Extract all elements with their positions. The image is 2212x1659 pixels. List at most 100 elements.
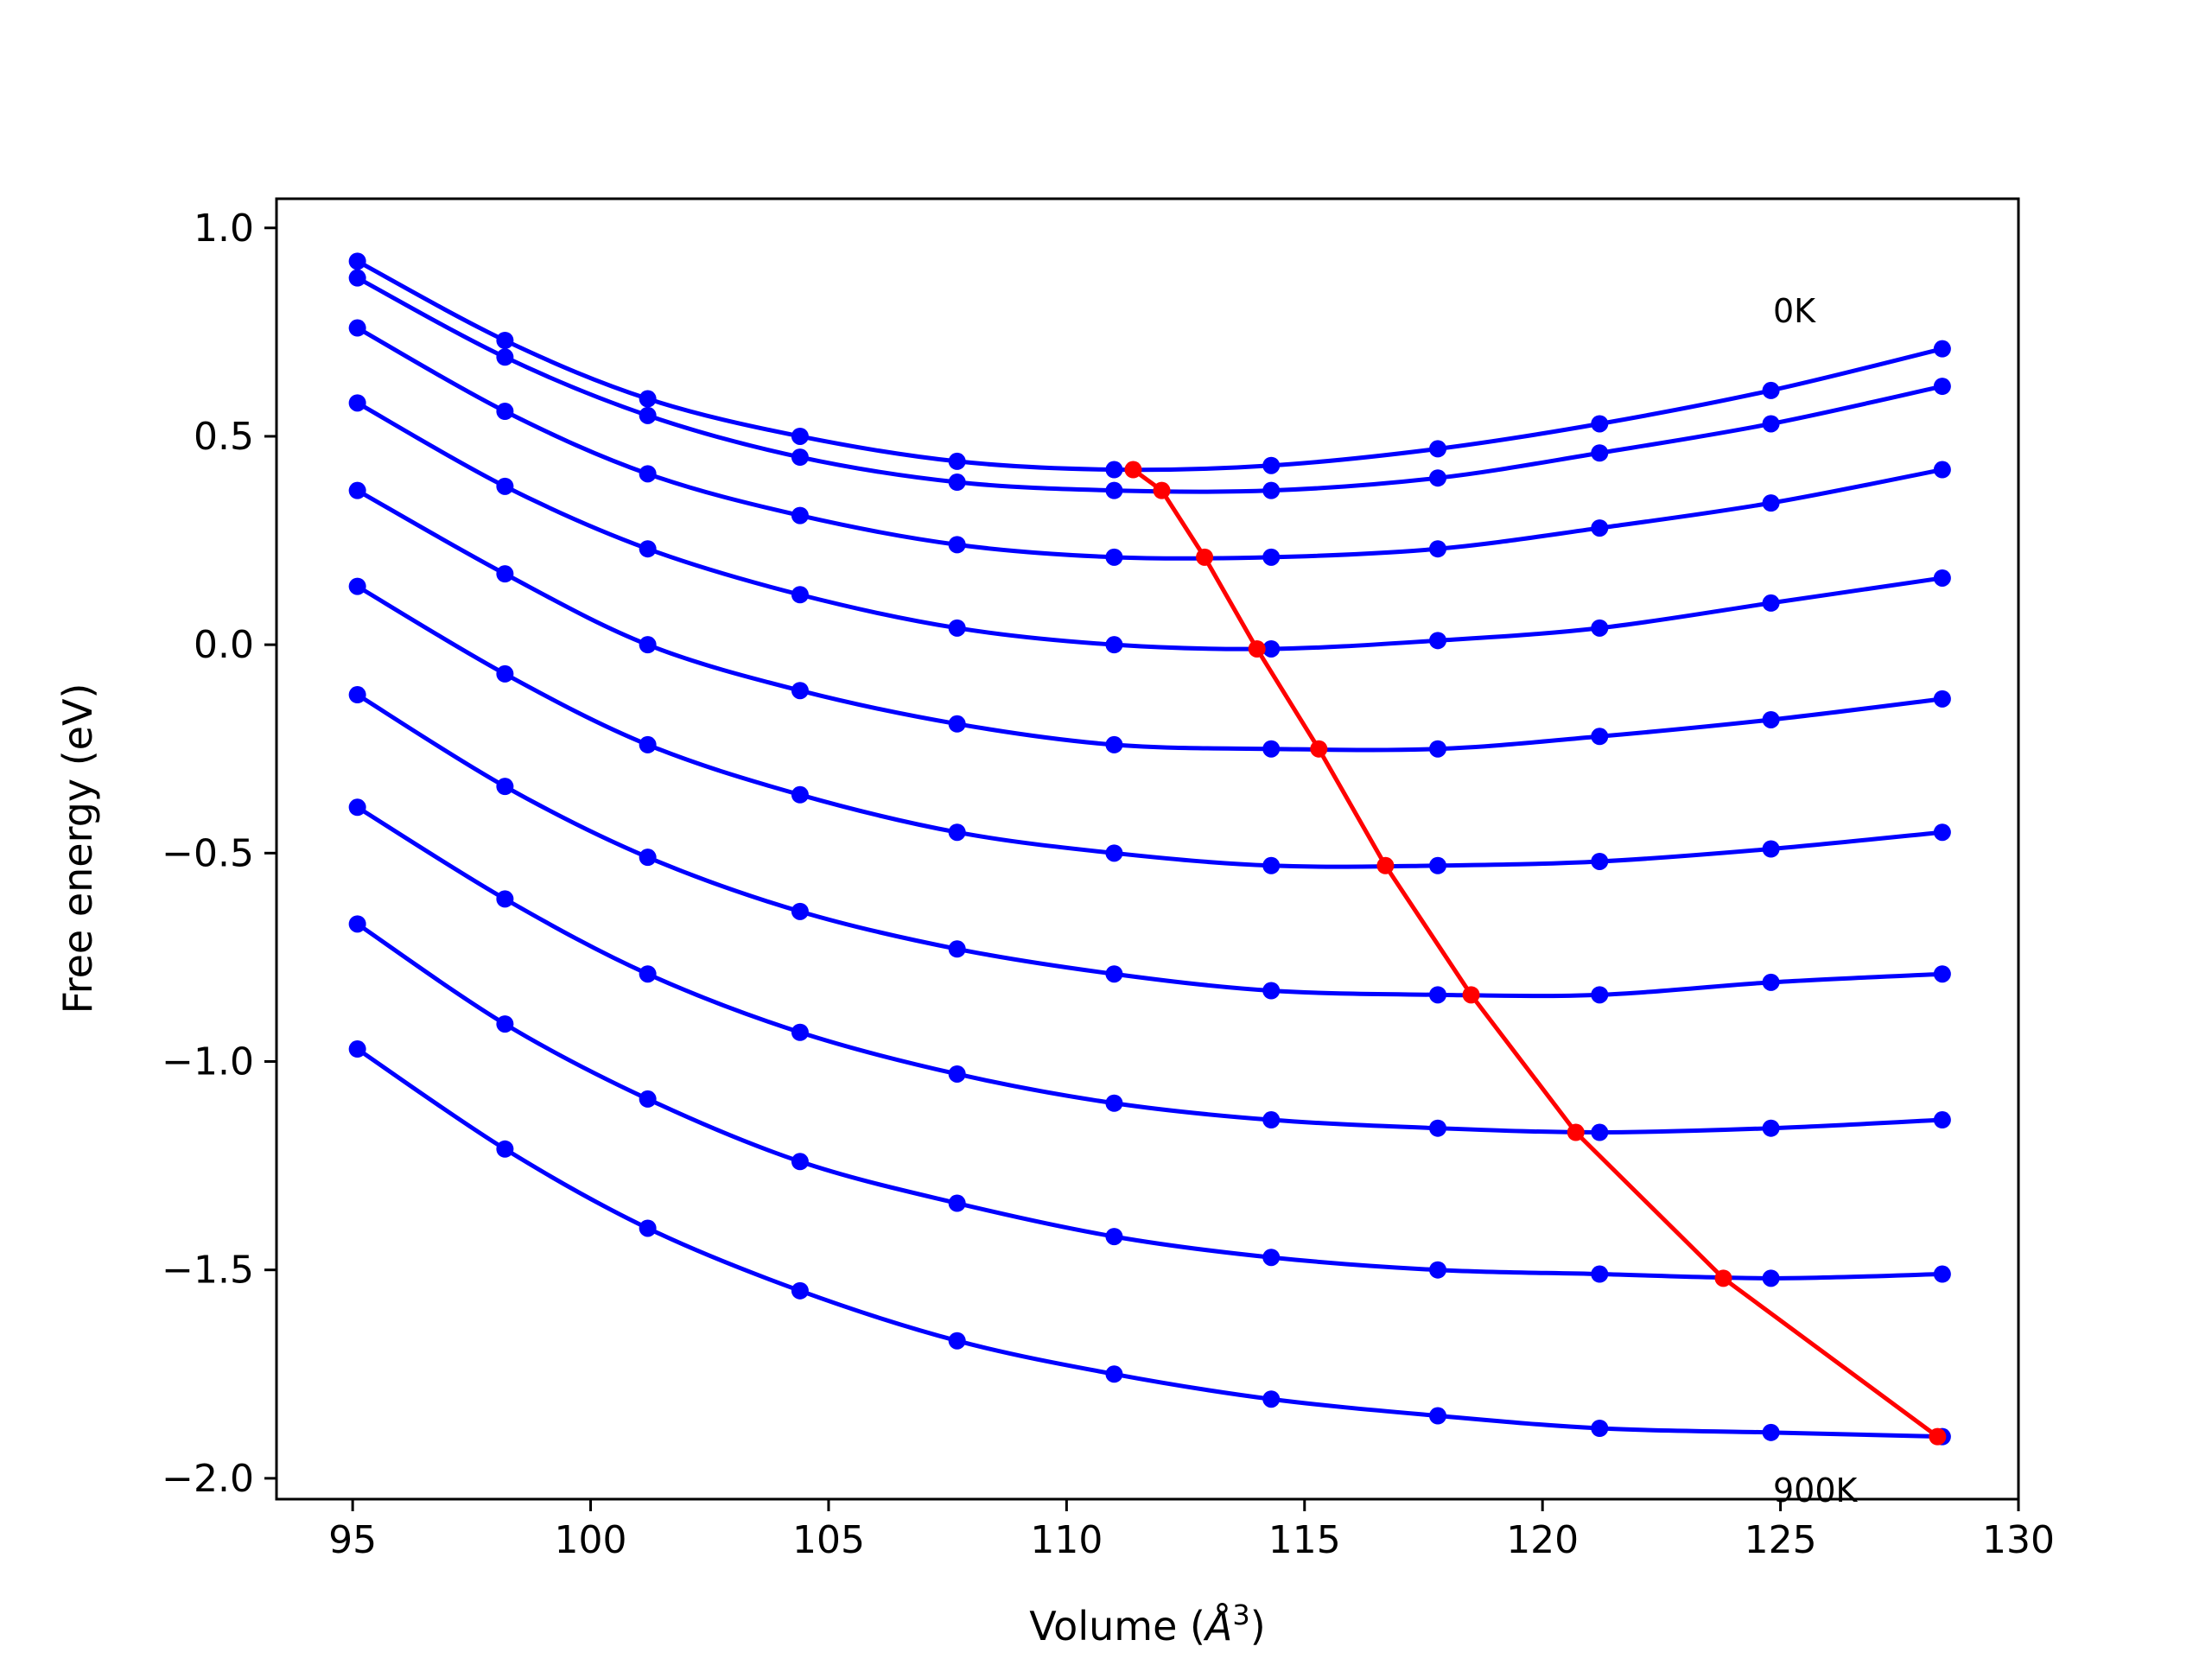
series-8-point-1 bbox=[496, 1015, 514, 1033]
x-axis-ticks: 95 100 105 110 115 120 125 130 bbox=[328, 1499, 2055, 1562]
series-5-point-2 bbox=[639, 735, 657, 753]
series-4-point-7 bbox=[1429, 740, 1446, 758]
series-line-1 bbox=[356, 276, 1943, 494]
series-9-point-1 bbox=[496, 1140, 514, 1158]
free-energy-curves bbox=[348, 252, 1951, 1446]
series-1-point-4 bbox=[948, 474, 966, 492]
series-4-point-4 bbox=[948, 715, 966, 733]
series-8-point-10 bbox=[1933, 1265, 1951, 1283]
series-9-point-5 bbox=[1105, 1365, 1123, 1383]
x-tick-label-0: 95 bbox=[328, 1518, 377, 1562]
series-0-point-3 bbox=[791, 427, 809, 445]
series-2-point-0 bbox=[348, 319, 366, 337]
series-2-point-3 bbox=[791, 506, 809, 524]
series-0-point-1 bbox=[496, 332, 514, 350]
series-5-point-1 bbox=[496, 664, 514, 683]
series-1-point-0 bbox=[348, 269, 366, 287]
series-7-point-8 bbox=[1591, 1123, 1609, 1141]
series-6-point-4 bbox=[948, 940, 966, 958]
series-9-point-9 bbox=[1762, 1423, 1780, 1441]
minimum-point-3 bbox=[1248, 639, 1266, 658]
annotation-900k: 900K bbox=[1773, 1471, 1859, 1510]
y-tick-label-6: −2.0 bbox=[162, 1457, 254, 1501]
minimum-point-6 bbox=[1462, 986, 1480, 1004]
series-line-3 bbox=[356, 401, 1943, 652]
y-tick-label-2: 0.0 bbox=[194, 623, 254, 667]
series-line-2 bbox=[356, 326, 1943, 561]
series-5-point-10 bbox=[1933, 823, 1951, 842]
series-9-point-6 bbox=[1262, 1390, 1281, 1408]
series-5-point-7 bbox=[1429, 856, 1446, 874]
minimum-volume-line bbox=[1124, 461, 1947, 1446]
series-9-point-7 bbox=[1429, 1407, 1446, 1425]
series-2-point-2 bbox=[639, 465, 657, 483]
series-3-point-0 bbox=[348, 394, 366, 412]
series-5-point-6 bbox=[1262, 856, 1281, 874]
series-0-point-10 bbox=[1933, 340, 1951, 358]
series-0-point-0 bbox=[348, 252, 366, 270]
series-3-point-6 bbox=[1262, 639, 1281, 658]
series-0-point-7 bbox=[1429, 440, 1446, 458]
series-1-point-7 bbox=[1429, 469, 1446, 487]
series-3-point-2 bbox=[639, 540, 657, 558]
series-8-point-7 bbox=[1429, 1261, 1446, 1279]
minimum-point-5 bbox=[1376, 856, 1395, 874]
x-tick-label-3: 110 bbox=[1030, 1518, 1103, 1562]
series-4-point-5 bbox=[1105, 735, 1123, 753]
series-7-point-5 bbox=[1105, 1094, 1123, 1112]
x-tick-label-5: 120 bbox=[1506, 1518, 1579, 1562]
series-0-point-6 bbox=[1262, 456, 1281, 474]
y-tick-label-1: 0.5 bbox=[194, 415, 254, 459]
series-1-point-3 bbox=[791, 448, 809, 467]
series-1-point-6 bbox=[1262, 481, 1281, 499]
series-4-point-9 bbox=[1762, 710, 1780, 728]
series-6-point-10 bbox=[1933, 965, 1951, 983]
series-6-point-0 bbox=[348, 686, 366, 704]
minimum-line bbox=[1132, 467, 1939, 1439]
series-7-point-3 bbox=[791, 1023, 809, 1041]
series-1-point-8 bbox=[1591, 444, 1609, 462]
series-7-point-1 bbox=[496, 890, 514, 908]
series-2-point-5 bbox=[1105, 548, 1123, 566]
x-tick-label-6: 125 bbox=[1745, 1518, 1817, 1562]
series-1-point-10 bbox=[1933, 378, 1951, 396]
series-3-point-7 bbox=[1429, 632, 1446, 650]
minimum-point-8 bbox=[1714, 1269, 1732, 1287]
minimum-point-1 bbox=[1153, 481, 1171, 499]
series-6-point-6 bbox=[1262, 982, 1281, 1000]
series-6-point-5 bbox=[1105, 965, 1123, 983]
series-3-point-9 bbox=[1762, 594, 1780, 612]
series-6-point-2 bbox=[639, 849, 657, 867]
series-8-point-4 bbox=[948, 1194, 966, 1212]
series-6-point-3 bbox=[791, 902, 809, 920]
y-axis-ticks: 1.0 0.5 0.0 −0.5 −1.0 −1.5 −2.0 bbox=[162, 207, 276, 1501]
series-8-point-8 bbox=[1591, 1265, 1609, 1283]
minimum-point-9 bbox=[1929, 1427, 1947, 1446]
series-4-point-2 bbox=[639, 636, 657, 654]
series-4-point-1 bbox=[496, 565, 514, 583]
y-tick-label-5: −1.5 bbox=[162, 1249, 254, 1293]
series-4-point-10 bbox=[1933, 690, 1951, 708]
series-1-point-5 bbox=[1105, 481, 1123, 499]
series-6-point-9 bbox=[1762, 973, 1780, 991]
y-tick-label-3: −0.5 bbox=[162, 831, 254, 875]
series-0-point-5 bbox=[1105, 461, 1123, 479]
series-6-point-1 bbox=[496, 778, 514, 796]
series-8-point-5 bbox=[1105, 1228, 1123, 1246]
series-2-point-6 bbox=[1262, 548, 1281, 566]
series-0-point-2 bbox=[639, 390, 657, 408]
x-tick-label-4: 115 bbox=[1268, 1518, 1341, 1562]
series-1-point-2 bbox=[639, 406, 657, 424]
series-2-point-4 bbox=[948, 536, 966, 554]
series-3-point-1 bbox=[496, 477, 514, 495]
series-0-point-8 bbox=[1591, 415, 1609, 433]
series-7-point-2 bbox=[639, 965, 657, 983]
series-9-point-2 bbox=[639, 1219, 657, 1237]
series-2-point-7 bbox=[1429, 540, 1446, 558]
y-axis-label: Free energy (eV) bbox=[54, 683, 101, 1014]
minimum-point-0 bbox=[1124, 461, 1142, 479]
series-5-point-8 bbox=[1591, 852, 1609, 870]
series-7-point-0 bbox=[348, 798, 366, 817]
series-6-point-7 bbox=[1429, 986, 1446, 1004]
